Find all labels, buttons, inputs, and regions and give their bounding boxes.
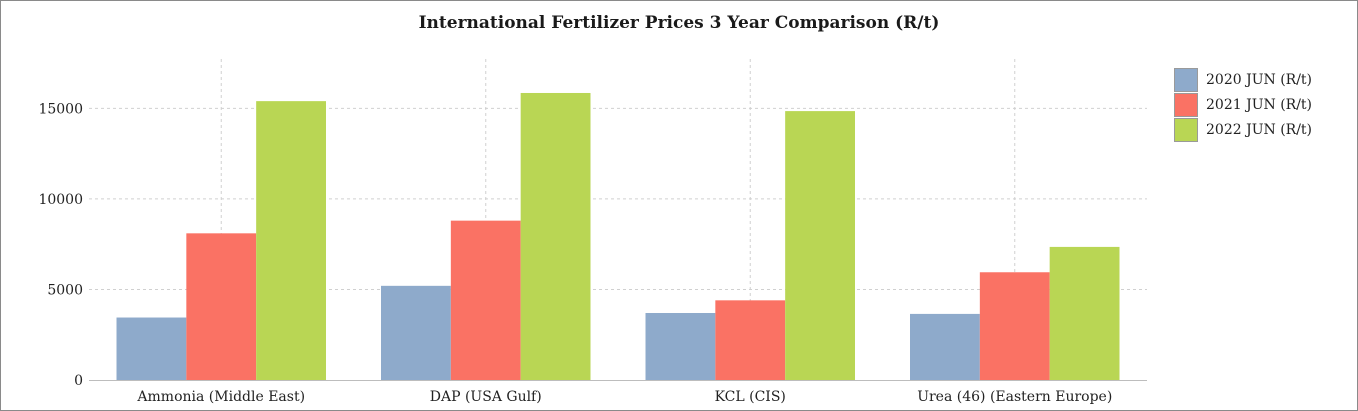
y-tick-label: 5000 <box>47 282 83 298</box>
bar <box>715 300 786 380</box>
bar <box>979 272 1050 380</box>
x-tick-label: DAP (USA Gulf) <box>430 389 542 405</box>
bar <box>1049 246 1120 380</box>
legend-label: 2021 JUN (R/t) <box>1206 96 1312 113</box>
bar <box>381 285 451 380</box>
legend-swatch <box>1174 92 1198 117</box>
bar <box>256 101 326 380</box>
legend-item: 2020 JUN (R/t) <box>1174 67 1312 92</box>
chart-title: International Fertilizer Prices 3 Year C… <box>418 13 940 33</box>
chart-legend: 2020 JUN (R/t) 2021 JUN (R/t) 2022 JUN (R/… <box>1174 67 1312 142</box>
bar <box>910 313 980 380</box>
y-tick-label: 15000 <box>38 101 83 117</box>
bar <box>450 220 521 380</box>
legend-item: 2022 JUN (R/t) <box>1174 117 1312 142</box>
y-tick-label: 0 <box>74 373 83 389</box>
x-tick-label: KCL (CIS) <box>715 389 786 405</box>
bar <box>645 313 716 380</box>
bar <box>520 92 591 381</box>
legend-swatch <box>1174 67 1198 92</box>
legend-item: 2021 JUN (R/t) <box>1174 92 1312 117</box>
legend-swatch <box>1174 117 1198 142</box>
bar <box>785 111 855 380</box>
x-tick-label: Urea (46) (Eastern Europe) <box>917 389 1112 405</box>
x-tick-label: Ammonia (Middle East) <box>136 389 305 405</box>
legend-label: 2020 JUN (R/t) <box>1206 71 1312 88</box>
bar <box>186 233 257 380</box>
bar <box>116 317 187 380</box>
legend-label: 2022 JUN (R/t) <box>1206 121 1312 138</box>
y-tick-label: 10000 <box>38 192 83 208</box>
